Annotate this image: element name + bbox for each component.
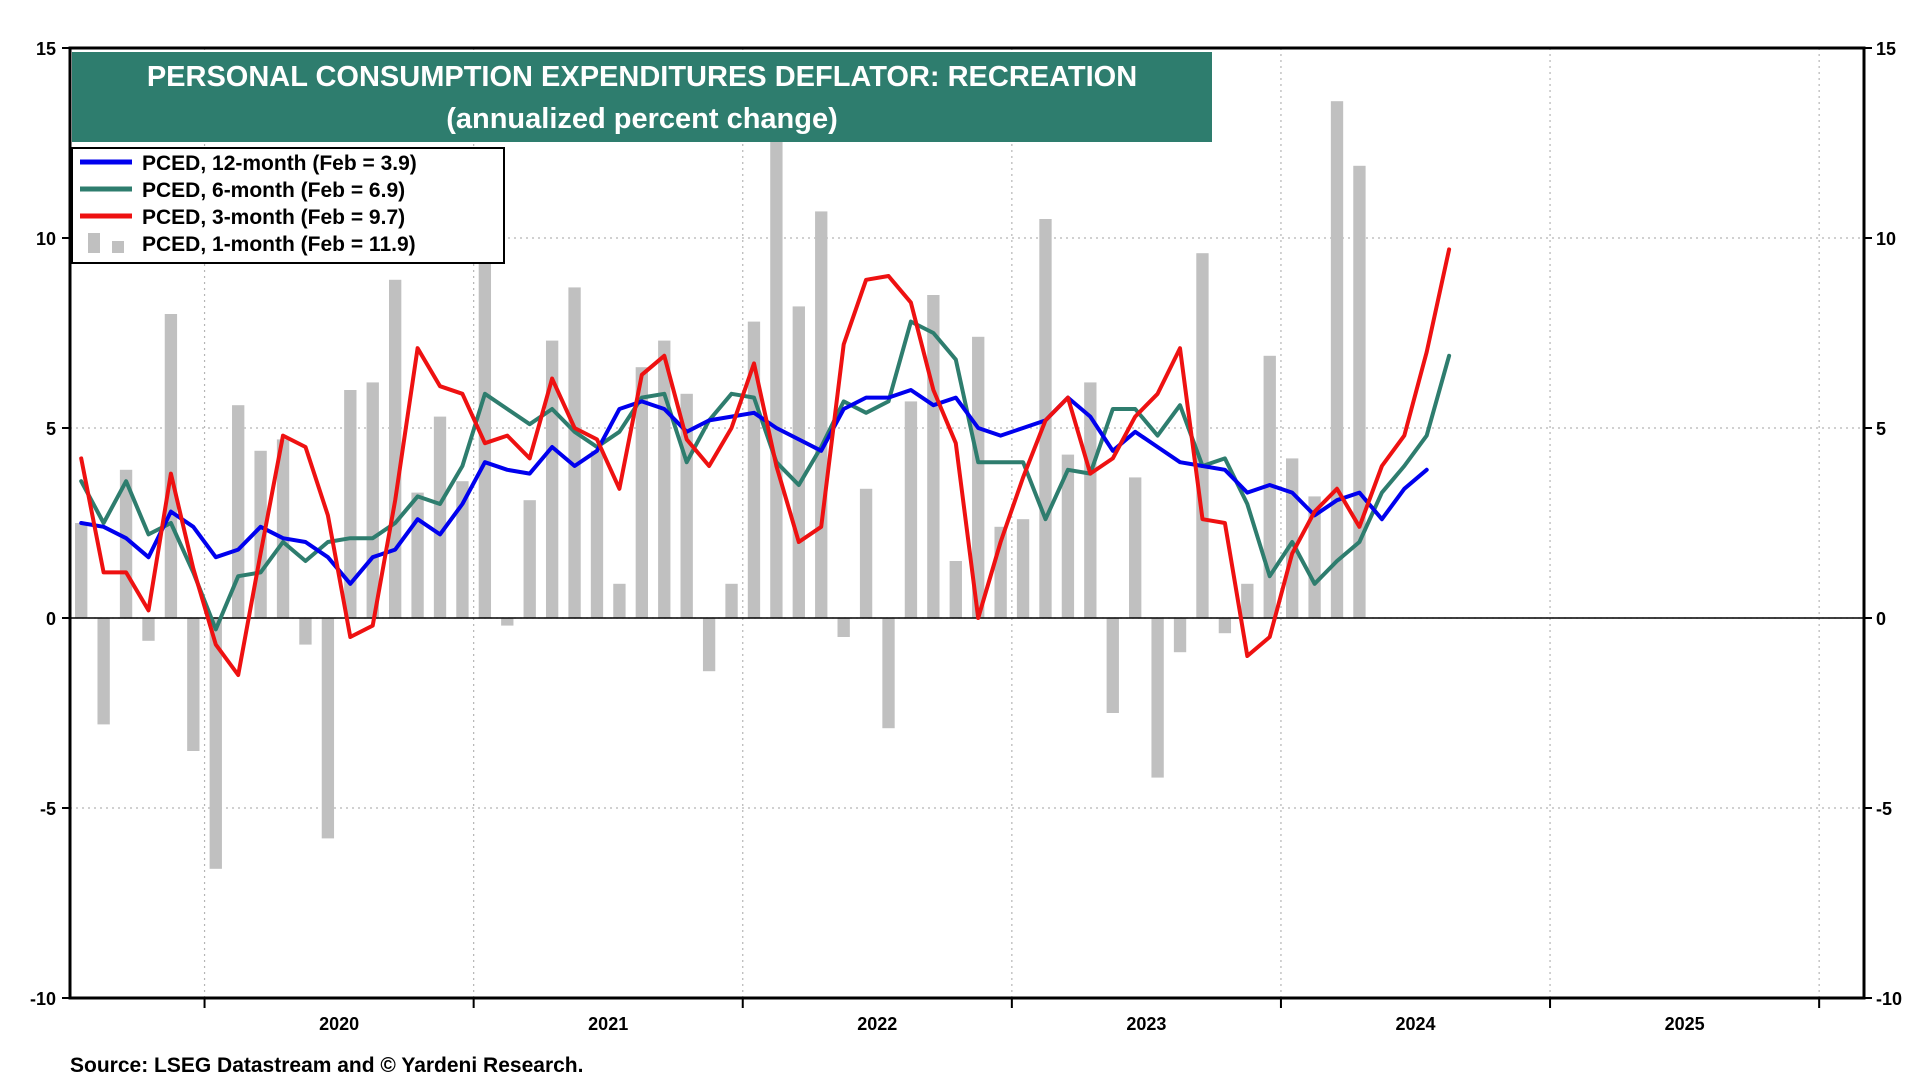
legend-label-12-month: PCED, 12-month (Feb = 3.9) bbox=[142, 152, 417, 175]
bar-1-month bbox=[949, 561, 962, 618]
bar-1-month bbox=[1353, 165, 1366, 619]
bar-1-month bbox=[1084, 382, 1097, 618]
bar-1-month bbox=[1061, 454, 1075, 618]
left-tick-label: 15 bbox=[36, 39, 56, 59]
right-axis-ticks: 15 10 5 0 -5 -10 bbox=[1864, 39, 1902, 1009]
left-tick-label: 0 bbox=[46, 609, 56, 629]
legend-swatch-1-month-a bbox=[88, 233, 100, 253]
bar-1-month bbox=[1241, 583, 1254, 618]
bar-1-month bbox=[456, 481, 469, 618]
bar-1-month bbox=[321, 618, 335, 839]
bar-1-month bbox=[1285, 458, 1299, 618]
bar-1-month bbox=[972, 336, 985, 618]
x-axis-ticks: 2020 2021 2022 2023 2024 2025 bbox=[203, 998, 1821, 1034]
bar-1-month bbox=[725, 583, 738, 618]
bar-1-month bbox=[209, 618, 222, 869]
bar-1-month bbox=[142, 618, 155, 641]
bar-1-month bbox=[927, 295, 940, 618]
bar-1-month bbox=[702, 618, 716, 672]
bar-1-month bbox=[433, 416, 447, 618]
bar-1-month bbox=[523, 500, 536, 618]
plot-frame bbox=[68, 46, 1866, 1000]
bar-1-month bbox=[837, 618, 850, 637]
bar-1-month bbox=[1151, 618, 1164, 778]
left-axis-ticks: 15 10 5 0 -5 -10 bbox=[30, 39, 70, 1009]
right-tick-label: 15 bbox=[1876, 39, 1896, 59]
bar-1-month bbox=[1129, 477, 1142, 618]
bar-1-month bbox=[344, 390, 357, 618]
bar-1-month bbox=[859, 488, 873, 618]
bar-1-month bbox=[276, 439, 290, 618]
left-tick-label: 10 bbox=[36, 229, 56, 249]
bar-1-month bbox=[1106, 618, 1119, 713]
bar-1-month bbox=[232, 405, 245, 618]
legend-label-3-month: PCED, 3-month (Feb = 9.7) bbox=[142, 206, 405, 229]
right-tick-label: -10 bbox=[1876, 989, 1902, 1009]
right-tick-label: 10 bbox=[1876, 229, 1896, 249]
bar-1-month bbox=[590, 450, 604, 618]
x-tick-label: 2025 bbox=[1665, 1014, 1705, 1034]
bar-1-month bbox=[635, 367, 649, 618]
bar-1-month bbox=[366, 382, 379, 618]
source-note: Source: LSEG Datastream and © Yardeni Re… bbox=[70, 1054, 583, 1077]
chart-subtitle: (annualized percent change) bbox=[446, 103, 838, 135]
bar-1-month bbox=[1016, 519, 1030, 618]
chart-title: PERSONAL CONSUMPTION EXPENDITURES DEFLAT… bbox=[147, 61, 1137, 93]
legend-label-1-month: PCED, 1-month (Feb = 11.9) bbox=[142, 233, 416, 256]
bar-1-month bbox=[411, 492, 424, 618]
bar-1-month bbox=[75, 523, 88, 618]
x-tick-label: 2024 bbox=[1395, 1014, 1435, 1034]
bar-1-month bbox=[792, 306, 805, 618]
bar-1-month bbox=[568, 287, 581, 618]
bar-1-month bbox=[658, 340, 671, 618]
legend-box bbox=[71, 147, 505, 264]
title-box: PERSONAL CONSUMPTION EXPENDITURES DEFLAT… bbox=[72, 52, 1212, 142]
x-tick-label: 2022 bbox=[857, 1014, 897, 1034]
bar-1-month bbox=[299, 618, 312, 645]
bar-1-month bbox=[882, 618, 895, 729]
bar-1-month bbox=[1308, 496, 1321, 618]
legend: PCED, 12-month (Feb = 3.9) PCED, 6-month… bbox=[71, 147, 505, 264]
x-tick-label: 2023 bbox=[1126, 1014, 1166, 1034]
left-tick-label: -10 bbox=[30, 989, 56, 1009]
left-tick-label: 5 bbox=[46, 419, 56, 439]
x-tick-label: 2020 bbox=[319, 1014, 359, 1034]
bar-1-month bbox=[613, 583, 626, 618]
bar-1-month bbox=[97, 618, 110, 725]
right-tick-label: 0 bbox=[1876, 609, 1886, 629]
bar-1-month bbox=[1218, 618, 1232, 634]
bar-1-month bbox=[388, 279, 402, 618]
bar-1-month bbox=[1330, 101, 1344, 618]
left-tick-label: -5 bbox=[40, 799, 56, 819]
bar-1-month bbox=[904, 401, 918, 618]
bar-1-month bbox=[164, 314, 178, 618]
right-tick-label: 5 bbox=[1876, 419, 1886, 439]
bar-1-month bbox=[187, 618, 200, 751]
bar-1-month bbox=[1196, 253, 1209, 618]
bar-1-month bbox=[501, 618, 514, 626]
line-3-month bbox=[79, 247, 1452, 677]
line-series bbox=[79, 247, 1452, 677]
line-6-month bbox=[79, 319, 1452, 632]
right-tick-label: -5 bbox=[1876, 799, 1892, 819]
legend-swatch-1-month-b bbox=[112, 241, 124, 253]
legend-label-6-month: PCED, 6-month (Feb = 6.9) bbox=[142, 179, 405, 202]
line-12-month bbox=[79, 388, 1429, 586]
bar-1-month bbox=[1173, 618, 1187, 653]
title-background bbox=[72, 52, 1212, 142]
x-tick-label: 2021 bbox=[588, 1014, 628, 1034]
bar-1-month bbox=[815, 211, 828, 618]
